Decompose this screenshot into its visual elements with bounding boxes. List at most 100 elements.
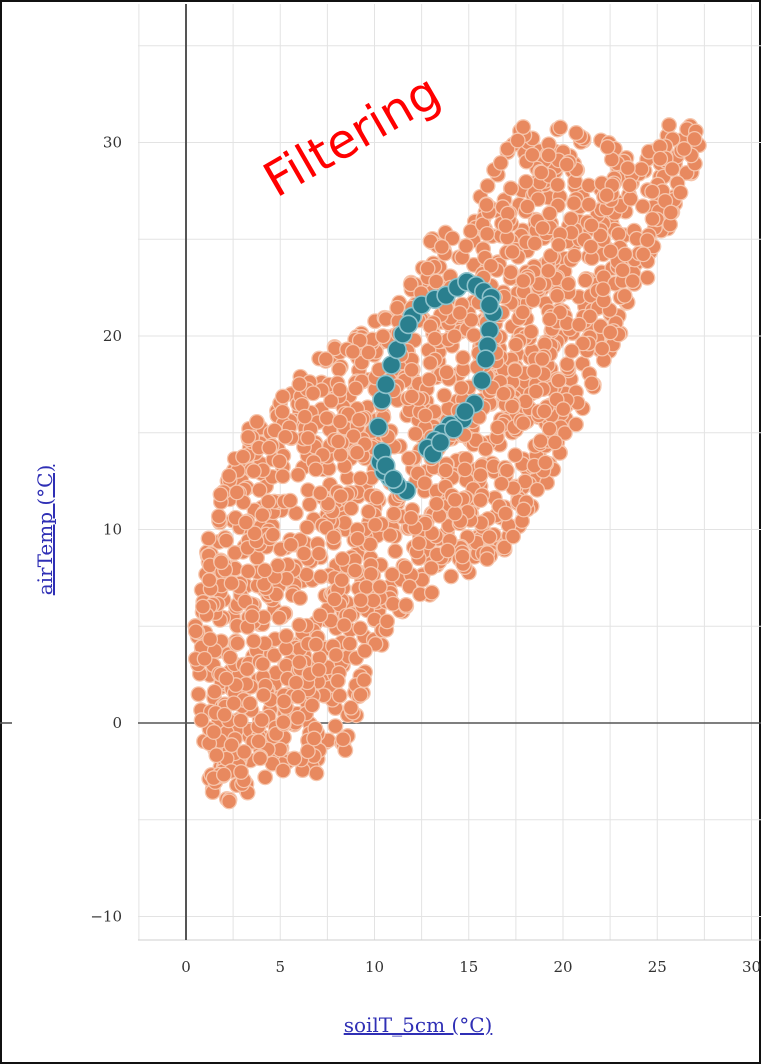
observation-point	[497, 218, 514, 235]
observation-point	[526, 235, 543, 252]
observation-point	[229, 635, 246, 652]
filtering-annotation: Filtering	[254, 64, 449, 209]
observation-point	[257, 769, 274, 786]
observation-point	[438, 364, 455, 381]
observation-point	[349, 530, 366, 547]
observation-point	[566, 247, 583, 264]
observation-point	[541, 311, 558, 328]
observation-point	[327, 647, 344, 663]
observation-point	[331, 361, 348, 378]
observation-point	[616, 287, 633, 304]
observation-point	[331, 687, 348, 704]
x-tick-label: 15	[459, 958, 478, 976]
observation-point	[347, 380, 364, 397]
observation-point	[451, 305, 468, 321]
selected-point	[383, 469, 404, 490]
observation-point	[358, 579, 375, 595]
observation-point	[277, 428, 294, 445]
observation-point	[563, 343, 580, 359]
observation-point	[323, 393, 340, 409]
observation-point	[541, 420, 558, 437]
observation-point	[635, 246, 652, 263]
observation-point	[244, 608, 261, 625]
observation-point	[560, 275, 577, 292]
selected-point	[479, 295, 500, 315]
observation-point	[329, 672, 346, 689]
observation-point	[344, 343, 361, 360]
observation-point	[540, 262, 557, 279]
observation-point	[458, 238, 475, 254]
observation-point	[509, 132, 526, 149]
x-tick-label: 10	[365, 958, 384, 976]
observation-point	[571, 316, 588, 333]
observation-point	[492, 154, 509, 171]
observation-point	[447, 505, 463, 522]
observation-point	[428, 495, 445, 512]
observation-point	[672, 184, 689, 201]
observation-point	[580, 196, 597, 213]
observation-point	[662, 204, 679, 221]
observation-point	[387, 543, 404, 560]
observation-point	[382, 527, 399, 544]
observation-point	[400, 450, 417, 467]
observation-point	[407, 425, 424, 442]
observation-point	[326, 591, 343, 608]
observation-point	[489, 419, 506, 436]
observation-point	[568, 416, 584, 433]
selected-point	[368, 417, 389, 437]
observation-point	[300, 430, 316, 446]
observation-point	[575, 335, 591, 352]
observation-point	[194, 598, 211, 615]
observation-point	[676, 141, 693, 157]
observation-point	[307, 636, 324, 653]
observation-point	[617, 246, 634, 263]
selected-point	[398, 314, 419, 335]
observation-point	[352, 592, 369, 609]
observation-point	[515, 272, 532, 289]
observation-point	[274, 388, 291, 405]
observation-point	[317, 351, 334, 368]
observation-point	[594, 340, 611, 357]
observation-point	[385, 595, 401, 612]
x-axis-label: soilT_5cm (°C)	[344, 1013, 493, 1037]
observation-point	[200, 530, 217, 547]
observation-point	[549, 176, 566, 193]
observation-point	[614, 262, 631, 279]
observation-point	[351, 332, 368, 349]
y-tick-label: 30	[103, 134, 122, 152]
observation-point	[555, 401, 572, 418]
observation-point	[397, 559, 414, 576]
observation-point	[422, 354, 439, 371]
observation-point	[215, 766, 232, 783]
observation-point	[271, 609, 288, 626]
observation-point	[515, 415, 532, 432]
observation-point	[248, 413, 265, 430]
observation-point	[312, 485, 329, 502]
all-observations-series	[187, 117, 707, 810]
observation-point	[497, 505, 514, 522]
observation-point	[352, 686, 369, 703]
observation-point	[254, 656, 271, 673]
observation-point	[507, 447, 524, 464]
observation-point	[352, 470, 369, 487]
observation-point	[532, 433, 549, 449]
observation-point	[356, 642, 373, 659]
observation-point	[254, 507, 271, 523]
observation-point	[228, 484, 245, 501]
observation-point	[583, 375, 600, 392]
observation-point	[619, 160, 636, 177]
observation-point	[402, 276, 419, 293]
observation-point	[423, 584, 440, 601]
observation-point	[421, 371, 438, 388]
observation-point	[253, 712, 270, 728]
observation-point	[278, 627, 295, 644]
observation-point	[331, 381, 348, 398]
observation-point	[334, 550, 351, 567]
observation-point	[529, 481, 546, 498]
observation-point	[456, 461, 473, 478]
observation-point	[218, 670, 235, 687]
observation-point	[537, 454, 554, 471]
observation-point	[444, 230, 461, 247]
observation-point	[255, 687, 272, 704]
